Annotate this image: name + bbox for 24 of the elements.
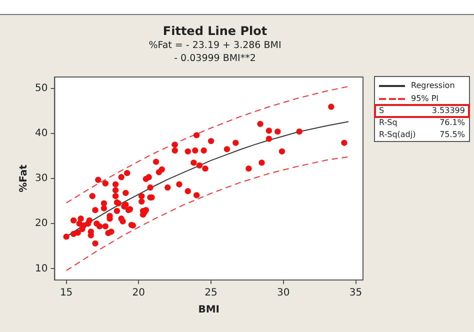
text: 75.5% <box>440 130 465 140</box>
line-series <box>66 156 350 272</box>
line-series <box>66 86 350 204</box>
y-tick-label: 40 <box>34 128 48 139</box>
y-tick-label: 30 <box>34 173 48 184</box>
text: 3.53399 <box>432 106 465 116</box>
chart-subtitle: %Fat = - 23.19 + 3.286 BMI - 0.03999 BMI**2 <box>148 39 282 65</box>
y-tick-label: 10 <box>34 263 48 274</box>
legend-label: Regression <box>411 81 455 90</box>
x-tick-label: 15 <box>60 288 73 299</box>
legend-label: 95% PI <box>411 94 439 103</box>
y-axis-title: %Fat <box>18 164 30 192</box>
chart-title: Fitted Line Plot <box>162 24 268 38</box>
x-axis-title: BMI <box>198 304 220 316</box>
y-tick-label: 20 <box>34 218 48 230</box>
text: R-Sq(adj) <box>379 130 416 140</box>
text: S <box>379 106 384 116</box>
x-tick-label: 20 <box>132 288 146 299</box>
x-tick-label: 25 <box>204 288 218 299</box>
x-tick-label: 35 <box>349 288 362 299</box>
y-tick-label: 50 <box>34 82 48 94</box>
text: 76.1% <box>440 118 465 128</box>
x-tick-label: 30 <box>277 288 290 299</box>
text: R-Sq <box>379 118 398 128</box>
